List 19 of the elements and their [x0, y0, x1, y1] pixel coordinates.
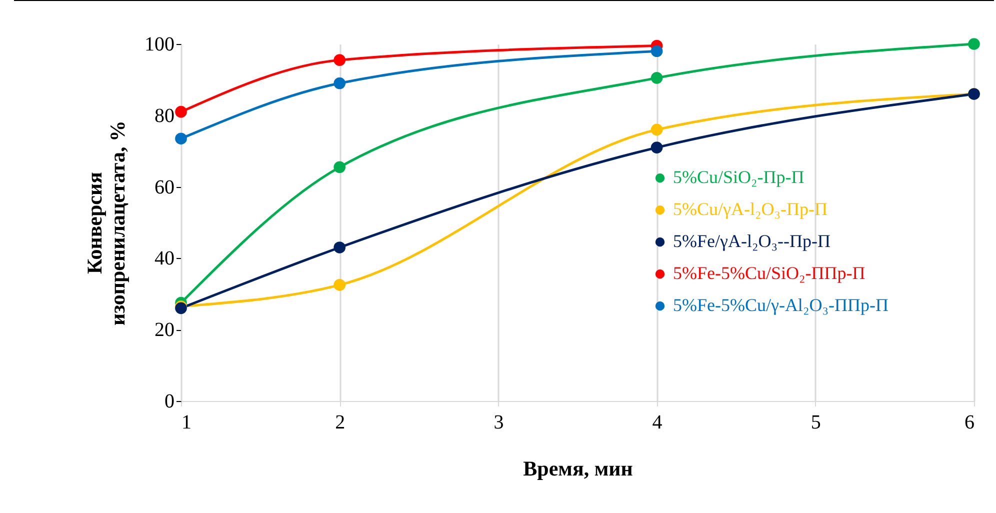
x-axis-title: Время, мин	[523, 456, 633, 480]
legend-label: 5%Cu/γA-l₂O₃-Пр-П	[673, 199, 828, 219]
y-axis-title: Конверсия изопренилацетата, %	[82, 120, 130, 326]
y-tick-label: 60	[154, 176, 174, 198]
x-tick-label: 5	[810, 412, 821, 434]
x-tick-label: 4	[652, 412, 662, 434]
y-tick-label: 0	[164, 390, 174, 412]
legend-label: 5%Fe-5%Cu/γ-Al₂O₃-ППр-П	[673, 295, 888, 315]
x-tick-label: 6	[964, 412, 974, 434]
legend-label: 5%Cu/SiO₂-Пр-П	[673, 167, 804, 187]
y-tick-label: 40	[154, 248, 174, 270]
y-tick-label: 20	[154, 319, 174, 342]
legend-label: 5%Fe/γA-l₂O₃--Пр-П	[673, 231, 830, 251]
y-tick-label: 80	[154, 104, 174, 127]
x-tick-label: 1	[182, 412, 192, 434]
x-tick-label: 2	[335, 412, 346, 434]
y-tick-label: 100	[144, 34, 174, 56]
x-tick-label: 3	[494, 412, 504, 434]
legend-label: 5%Fe-5%Cu/SiO₂-ППр-П	[673, 263, 866, 283]
